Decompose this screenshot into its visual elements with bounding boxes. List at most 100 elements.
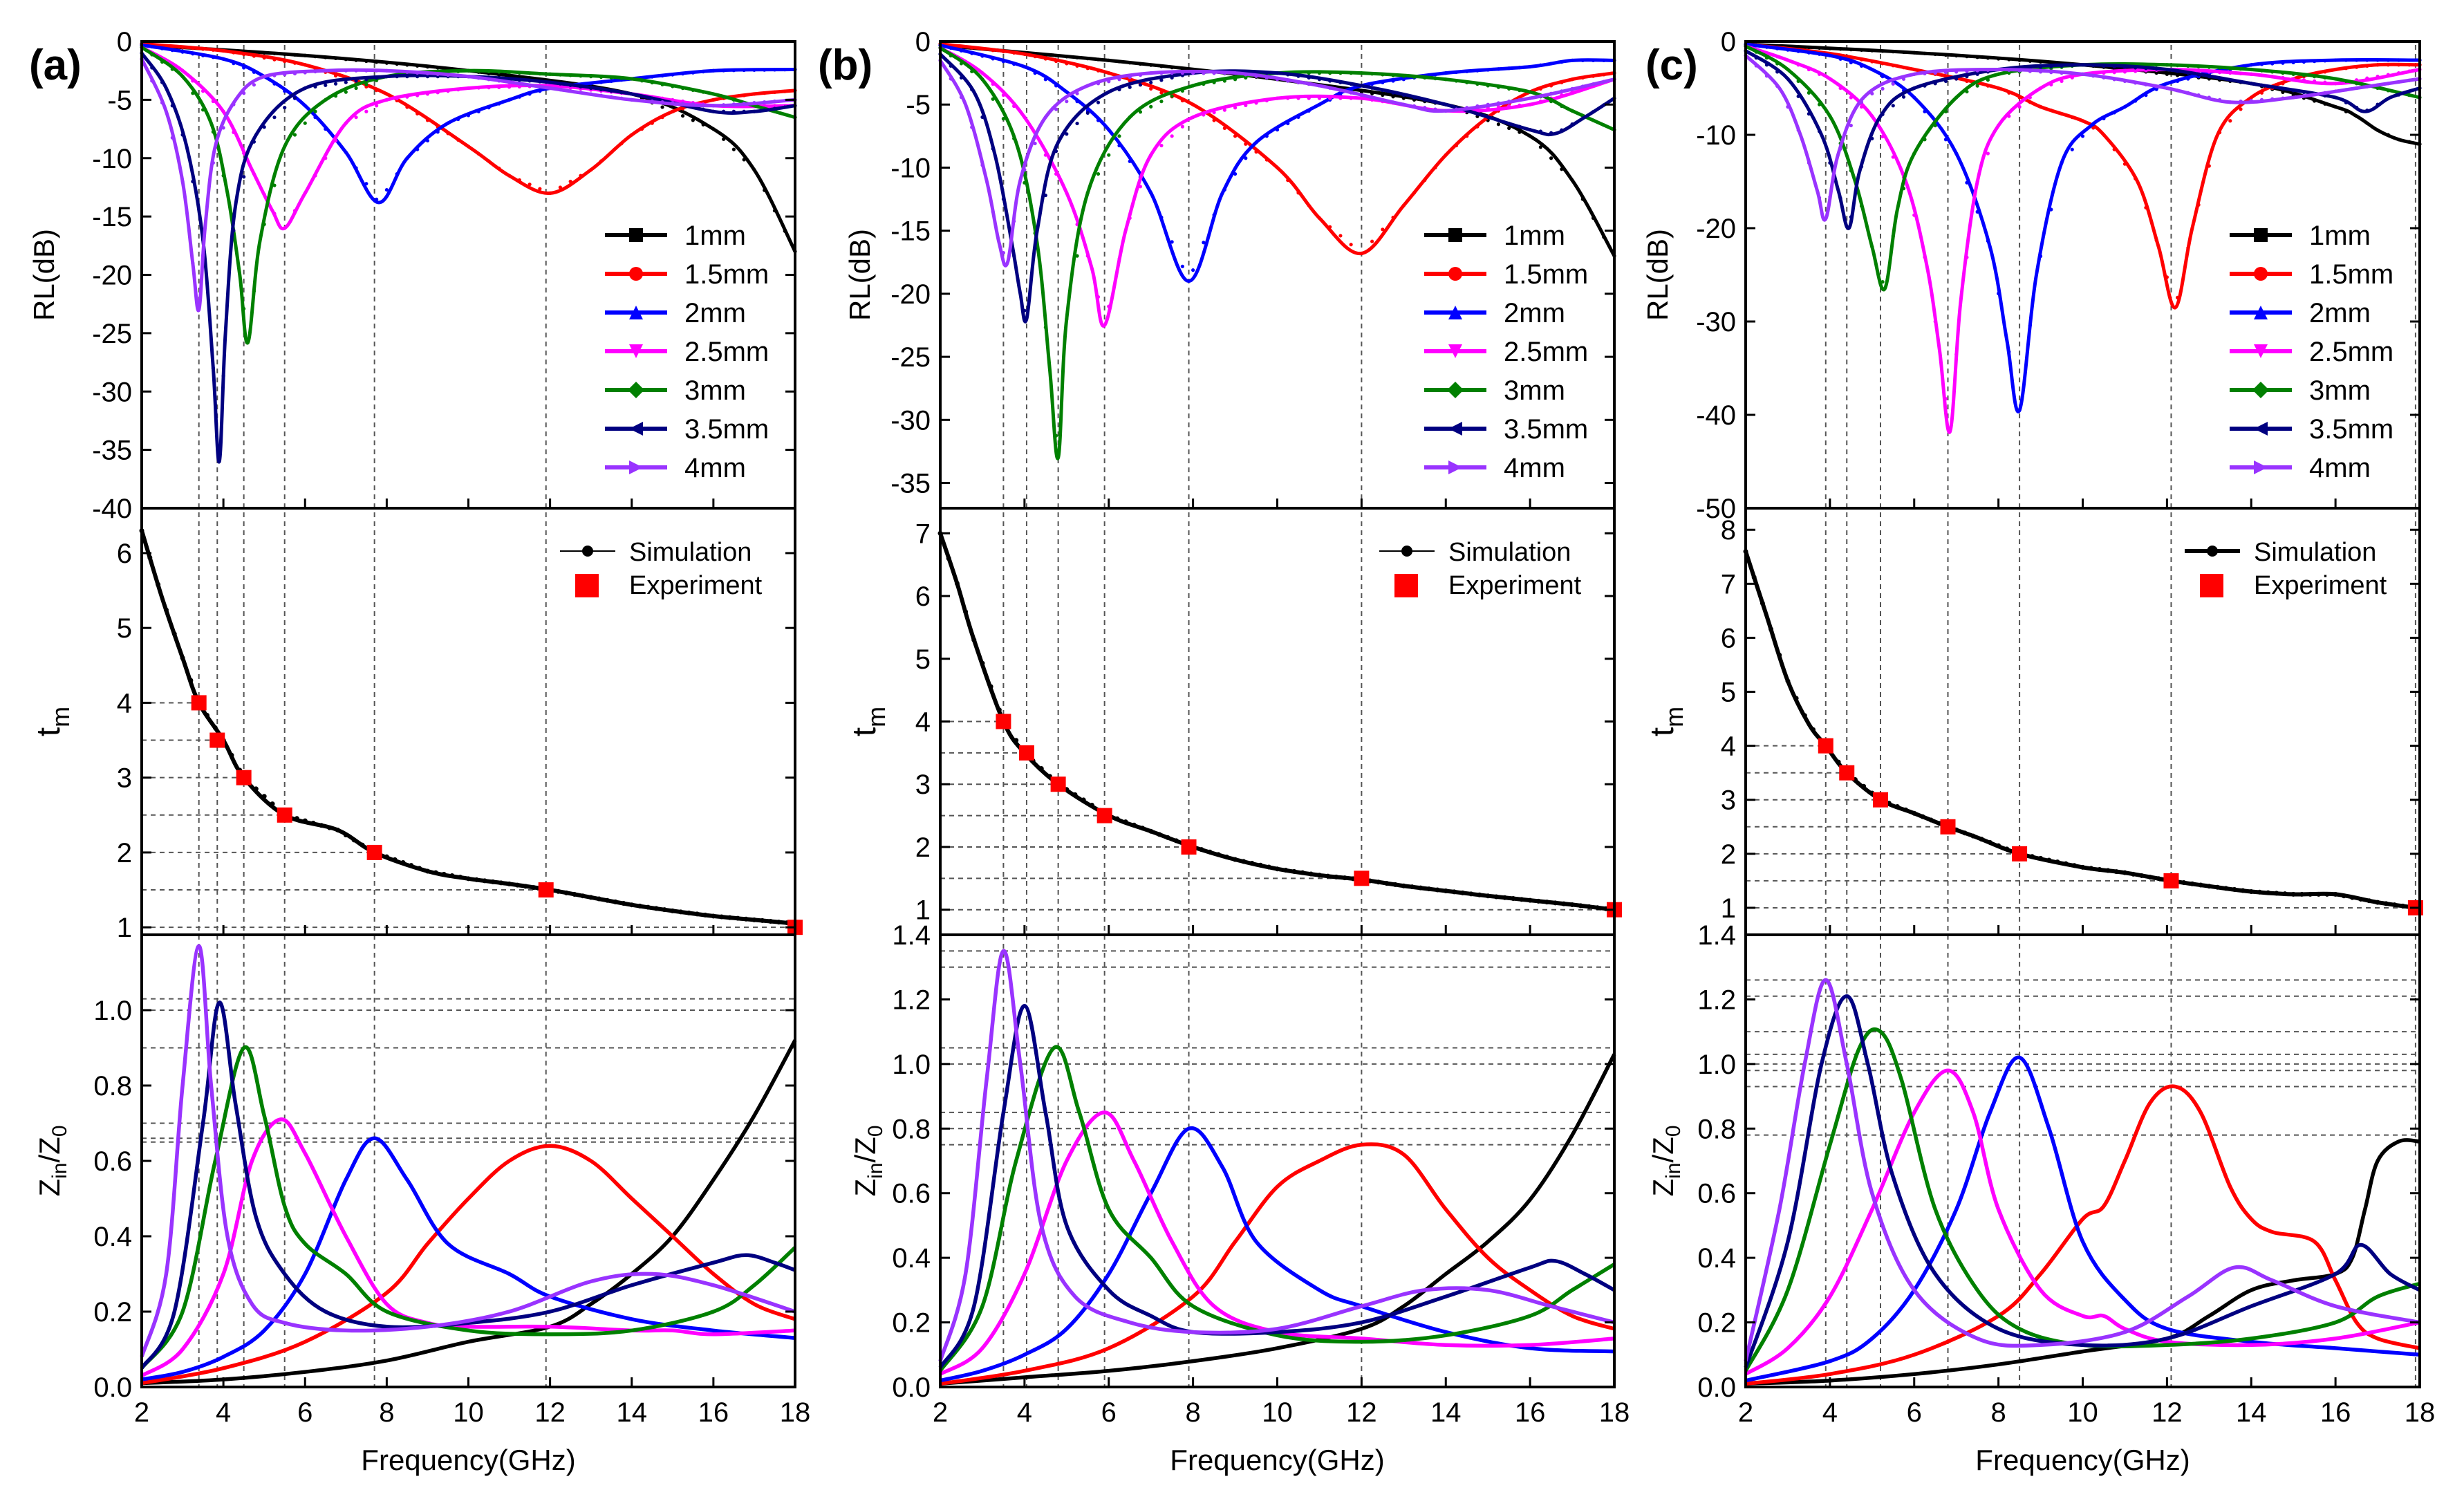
rl-point — [528, 92, 532, 96]
rl-point — [1317, 102, 1322, 106]
rl-point — [2165, 82, 2169, 86]
rl-point — [354, 58, 358, 62]
rl-point — [487, 106, 491, 110]
rl-point — [2344, 66, 2348, 71]
rl-point — [1433, 100, 1437, 104]
tm-simulation-point — [466, 876, 471, 882]
rl-point — [1454, 70, 1459, 75]
rl-point — [2060, 112, 2064, 116]
rl-ytick-label: -30 — [890, 405, 931, 436]
legend-label: 3.5mm — [684, 414, 769, 445]
rl-point — [272, 212, 277, 216]
rl-point — [772, 68, 777, 72]
z-ytick-label: 0.0 — [1697, 1372, 1736, 1403]
rl-point — [1954, 77, 1959, 81]
rl-point — [1117, 77, 1121, 82]
rl-point — [1023, 308, 1027, 313]
rl-point — [1891, 64, 1895, 68]
rl-point — [1549, 84, 1553, 88]
z-ytick-label: 0.4 — [1697, 1243, 1736, 1274]
rl-point — [650, 121, 654, 125]
rl-point — [640, 94, 644, 98]
rl-point — [1807, 112, 1811, 116]
rl-point — [1001, 49, 1006, 54]
rl-ytick-label: -15 — [92, 202, 132, 232]
rl-point — [711, 127, 716, 131]
rl-point — [2007, 57, 2011, 62]
rl-point — [2365, 84, 2369, 89]
legend-marker — [1448, 306, 1462, 319]
rl-point — [2281, 96, 2285, 100]
rl-point — [691, 118, 695, 122]
rl-point — [344, 150, 348, 154]
legend-label: Simulation — [2254, 538, 2376, 567]
rl-point — [1828, 77, 1832, 81]
rl-point — [1528, 90, 1532, 94]
z-line-3mm — [938, 1045, 1616, 1372]
rl-point — [2270, 70, 2275, 74]
rl-line-2mm — [1745, 42, 2420, 413]
tm-ytick-label: 5 — [915, 644, 931, 675]
rl-point — [2344, 58, 2348, 62]
rl-point — [160, 59, 165, 64]
legend-marker — [582, 546, 593, 557]
rl-point — [1317, 77, 1322, 82]
rl-point — [752, 68, 756, 72]
rl-point — [1107, 90, 1111, 94]
rl-point — [731, 68, 736, 73]
rl-point — [2060, 64, 2064, 68]
rl-point — [2396, 93, 2401, 97]
rl-point — [232, 102, 236, 106]
rl-point — [752, 168, 756, 172]
rl-point — [2207, 95, 2211, 100]
rl-point — [1538, 129, 1542, 133]
rl-point — [1107, 71, 1111, 75]
rl-point — [1454, 143, 1459, 148]
rl-point — [1128, 115, 1132, 120]
rl-point — [1507, 86, 1511, 91]
rl-point — [619, 76, 624, 80]
rl-point — [970, 87, 974, 92]
z-ytick-label: 0.8 — [1697, 1114, 1736, 1144]
tm-simulation-point — [580, 893, 586, 899]
rl-point — [2249, 67, 2253, 72]
rl-point — [324, 68, 328, 73]
rl-point — [2376, 58, 2380, 62]
xtick-label: 12 — [1346, 1397, 1377, 1428]
tm-experiment-point — [236, 770, 252, 785]
rl-point — [589, 168, 593, 172]
rl-point — [1528, 64, 1532, 69]
rl-point — [1117, 257, 1121, 261]
tm-ytick-label: 8 — [1721, 515, 1736, 546]
rl-point — [2407, 63, 2411, 67]
rl-point — [283, 226, 287, 230]
rl-point — [1838, 147, 1842, 151]
rl-point — [660, 105, 664, 109]
rl-point — [1391, 79, 1395, 83]
rl-point — [1107, 153, 1111, 157]
rl-point — [630, 133, 634, 137]
rl-line-1mm — [940, 44, 1616, 257]
rl-point — [2207, 75, 2211, 79]
tm-simulation-point — [1148, 828, 1154, 834]
rl-point — [384, 187, 389, 192]
rl-point — [2186, 246, 2190, 250]
rl-point — [283, 89, 287, 93]
tm-simulation-point — [1342, 875, 1347, 881]
rl-point — [2112, 111, 2116, 115]
tm-simulation-point — [2333, 891, 2338, 897]
rl-point — [2376, 128, 2380, 132]
rl-point — [1307, 109, 1311, 113]
rl-point — [232, 50, 236, 55]
tm-simulation-point — [604, 897, 610, 903]
rl-point — [2344, 109, 2348, 113]
rl-point — [763, 91, 767, 95]
rl-point — [1923, 109, 1927, 113]
tm-simulation-point — [2248, 889, 2254, 895]
rl-point — [313, 109, 317, 113]
rl-point — [2344, 88, 2348, 92]
rl-point — [1370, 239, 1374, 243]
rl-point — [425, 92, 430, 96]
rl-ytick-label: -5 — [906, 90, 931, 120]
rl-point — [242, 66, 246, 70]
